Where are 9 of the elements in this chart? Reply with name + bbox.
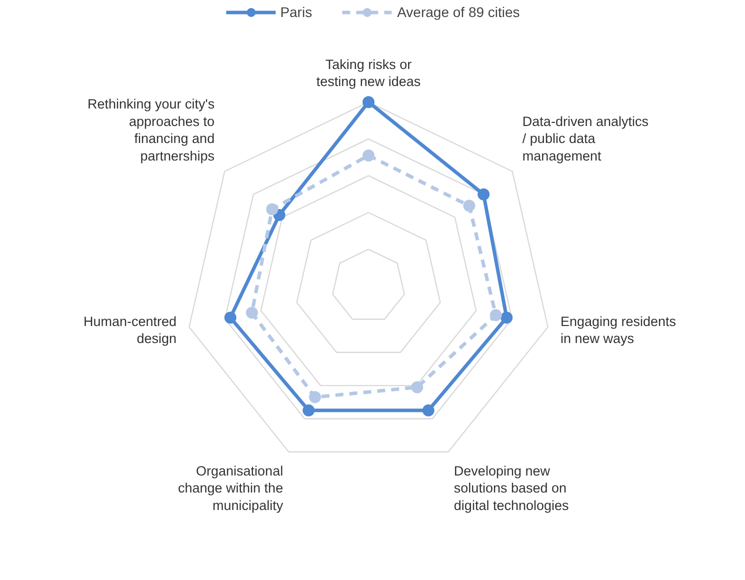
legend-label: Average of 89 cities	[397, 4, 520, 20]
spoke-label: Developing new solutions based on digital technologies	[454, 463, 569, 513]
spoke-label: Human-centred design	[84, 314, 177, 346]
spoke-label: Engaging residents in new ways	[560, 314, 676, 346]
spoke-label: Organisational change within the municipality	[178, 463, 284, 513]
spoke-label: Rethinking your city's approaches to financing and partnerships	[87, 96, 215, 164]
spoke-label: Taking risks or testing new ideas	[316, 56, 421, 90]
spoke-label: Data-driven analytics / public data management	[522, 114, 649, 164]
legend-label: Paris	[280, 4, 312, 20]
